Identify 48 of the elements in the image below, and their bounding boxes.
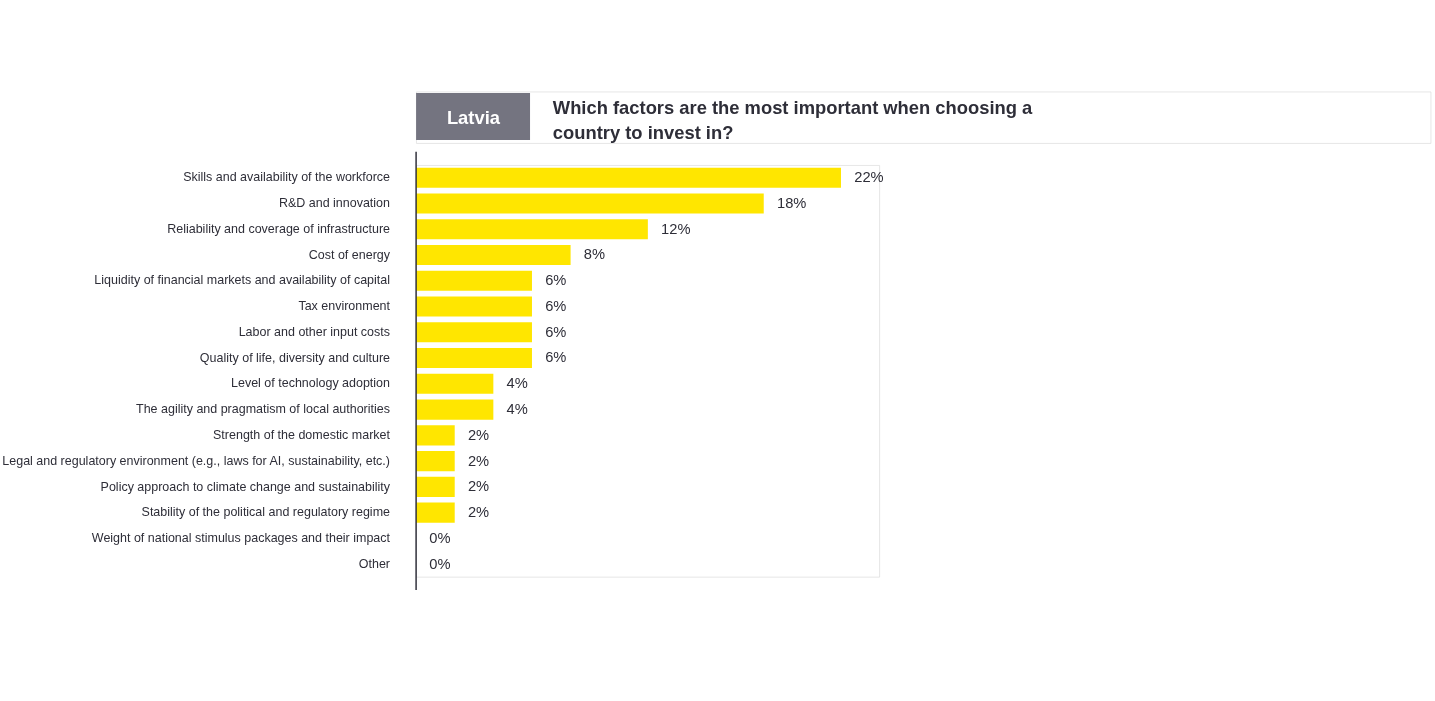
y-tick-label: Other bbox=[358, 556, 390, 571]
data-label: 4% bbox=[506, 375, 528, 392]
y-tick-label: Stability of the political and regulatory regime bbox=[141, 505, 391, 520]
y-tick-label: Strength of the domestic market bbox=[213, 428, 391, 443]
bar bbox=[416, 425, 455, 446]
y-tick-label: Reliability and coverage of infrastructure bbox=[167, 221, 391, 236]
data-label: 0% bbox=[429, 555, 451, 572]
data-label: 2% bbox=[467, 504, 490, 521]
data-label: 4% bbox=[506, 400, 528, 417]
bar bbox=[416, 399, 494, 420]
data-label: 18% bbox=[776, 194, 807, 211]
data-label: 6% bbox=[545, 297, 567, 314]
data-label: 22% bbox=[854, 169, 884, 186]
bar bbox=[416, 244, 571, 266]
chart-title: Which factors are the most important when choosing a country to invest in? bbox=[552, 96, 1034, 143]
data-label: 0% bbox=[429, 529, 451, 546]
y-tick-label: Weight of national stimulus packages and their impact bbox=[91, 531, 391, 546]
bar bbox=[416, 296, 532, 317]
data-label: 6% bbox=[545, 272, 567, 289]
data-label: 2% bbox=[467, 452, 490, 469]
y-tick-label: Quality of life, diversity and culture bbox=[199, 350, 391, 365]
y-tick-label: Policy approach to climate change and sustainability bbox=[100, 479, 391, 494]
bar bbox=[416, 451, 455, 472]
bar bbox=[416, 193, 764, 214]
bar bbox=[416, 219, 648, 240]
data-label: 12% bbox=[661, 220, 691, 237]
y-tick-label: Tax environment bbox=[298, 299, 391, 314]
bar bbox=[416, 322, 532, 343]
y-tick-label: R&D and innovation bbox=[278, 196, 391, 211]
y-tick-label: Labor and other input costs bbox=[238, 324, 390, 339]
y-tick-label: Legal and regulatory environment (e.g., laws for AI, sustainability, etc.) bbox=[2, 453, 390, 468]
bar bbox=[416, 167, 841, 188]
data-label: 8% bbox=[583, 246, 606, 263]
y-tick-label: The agility and pragmatism of local authorities bbox=[136, 402, 390, 417]
bar bbox=[416, 348, 532, 369]
data-label: 6% bbox=[545, 323, 567, 340]
y-tick-label: Level of technology adoption bbox=[231, 376, 391, 391]
data-label: 2% bbox=[467, 478, 490, 495]
bar bbox=[416, 476, 455, 497]
bar bbox=[416, 502, 455, 523]
y-tick-label: Skills and availability of the workforce bbox=[183, 170, 391, 185]
y-tick-label: Liquidity of financial markets and availability of capital bbox=[94, 273, 390, 288]
data-label: 6% bbox=[545, 349, 567, 366]
text: Latvia bbox=[446, 106, 501, 128]
y-tick-label: Cost of energy bbox=[308, 247, 391, 262]
data-label: 2% bbox=[467, 426, 490, 443]
bar bbox=[416, 270, 532, 291]
bar bbox=[416, 373, 494, 394]
